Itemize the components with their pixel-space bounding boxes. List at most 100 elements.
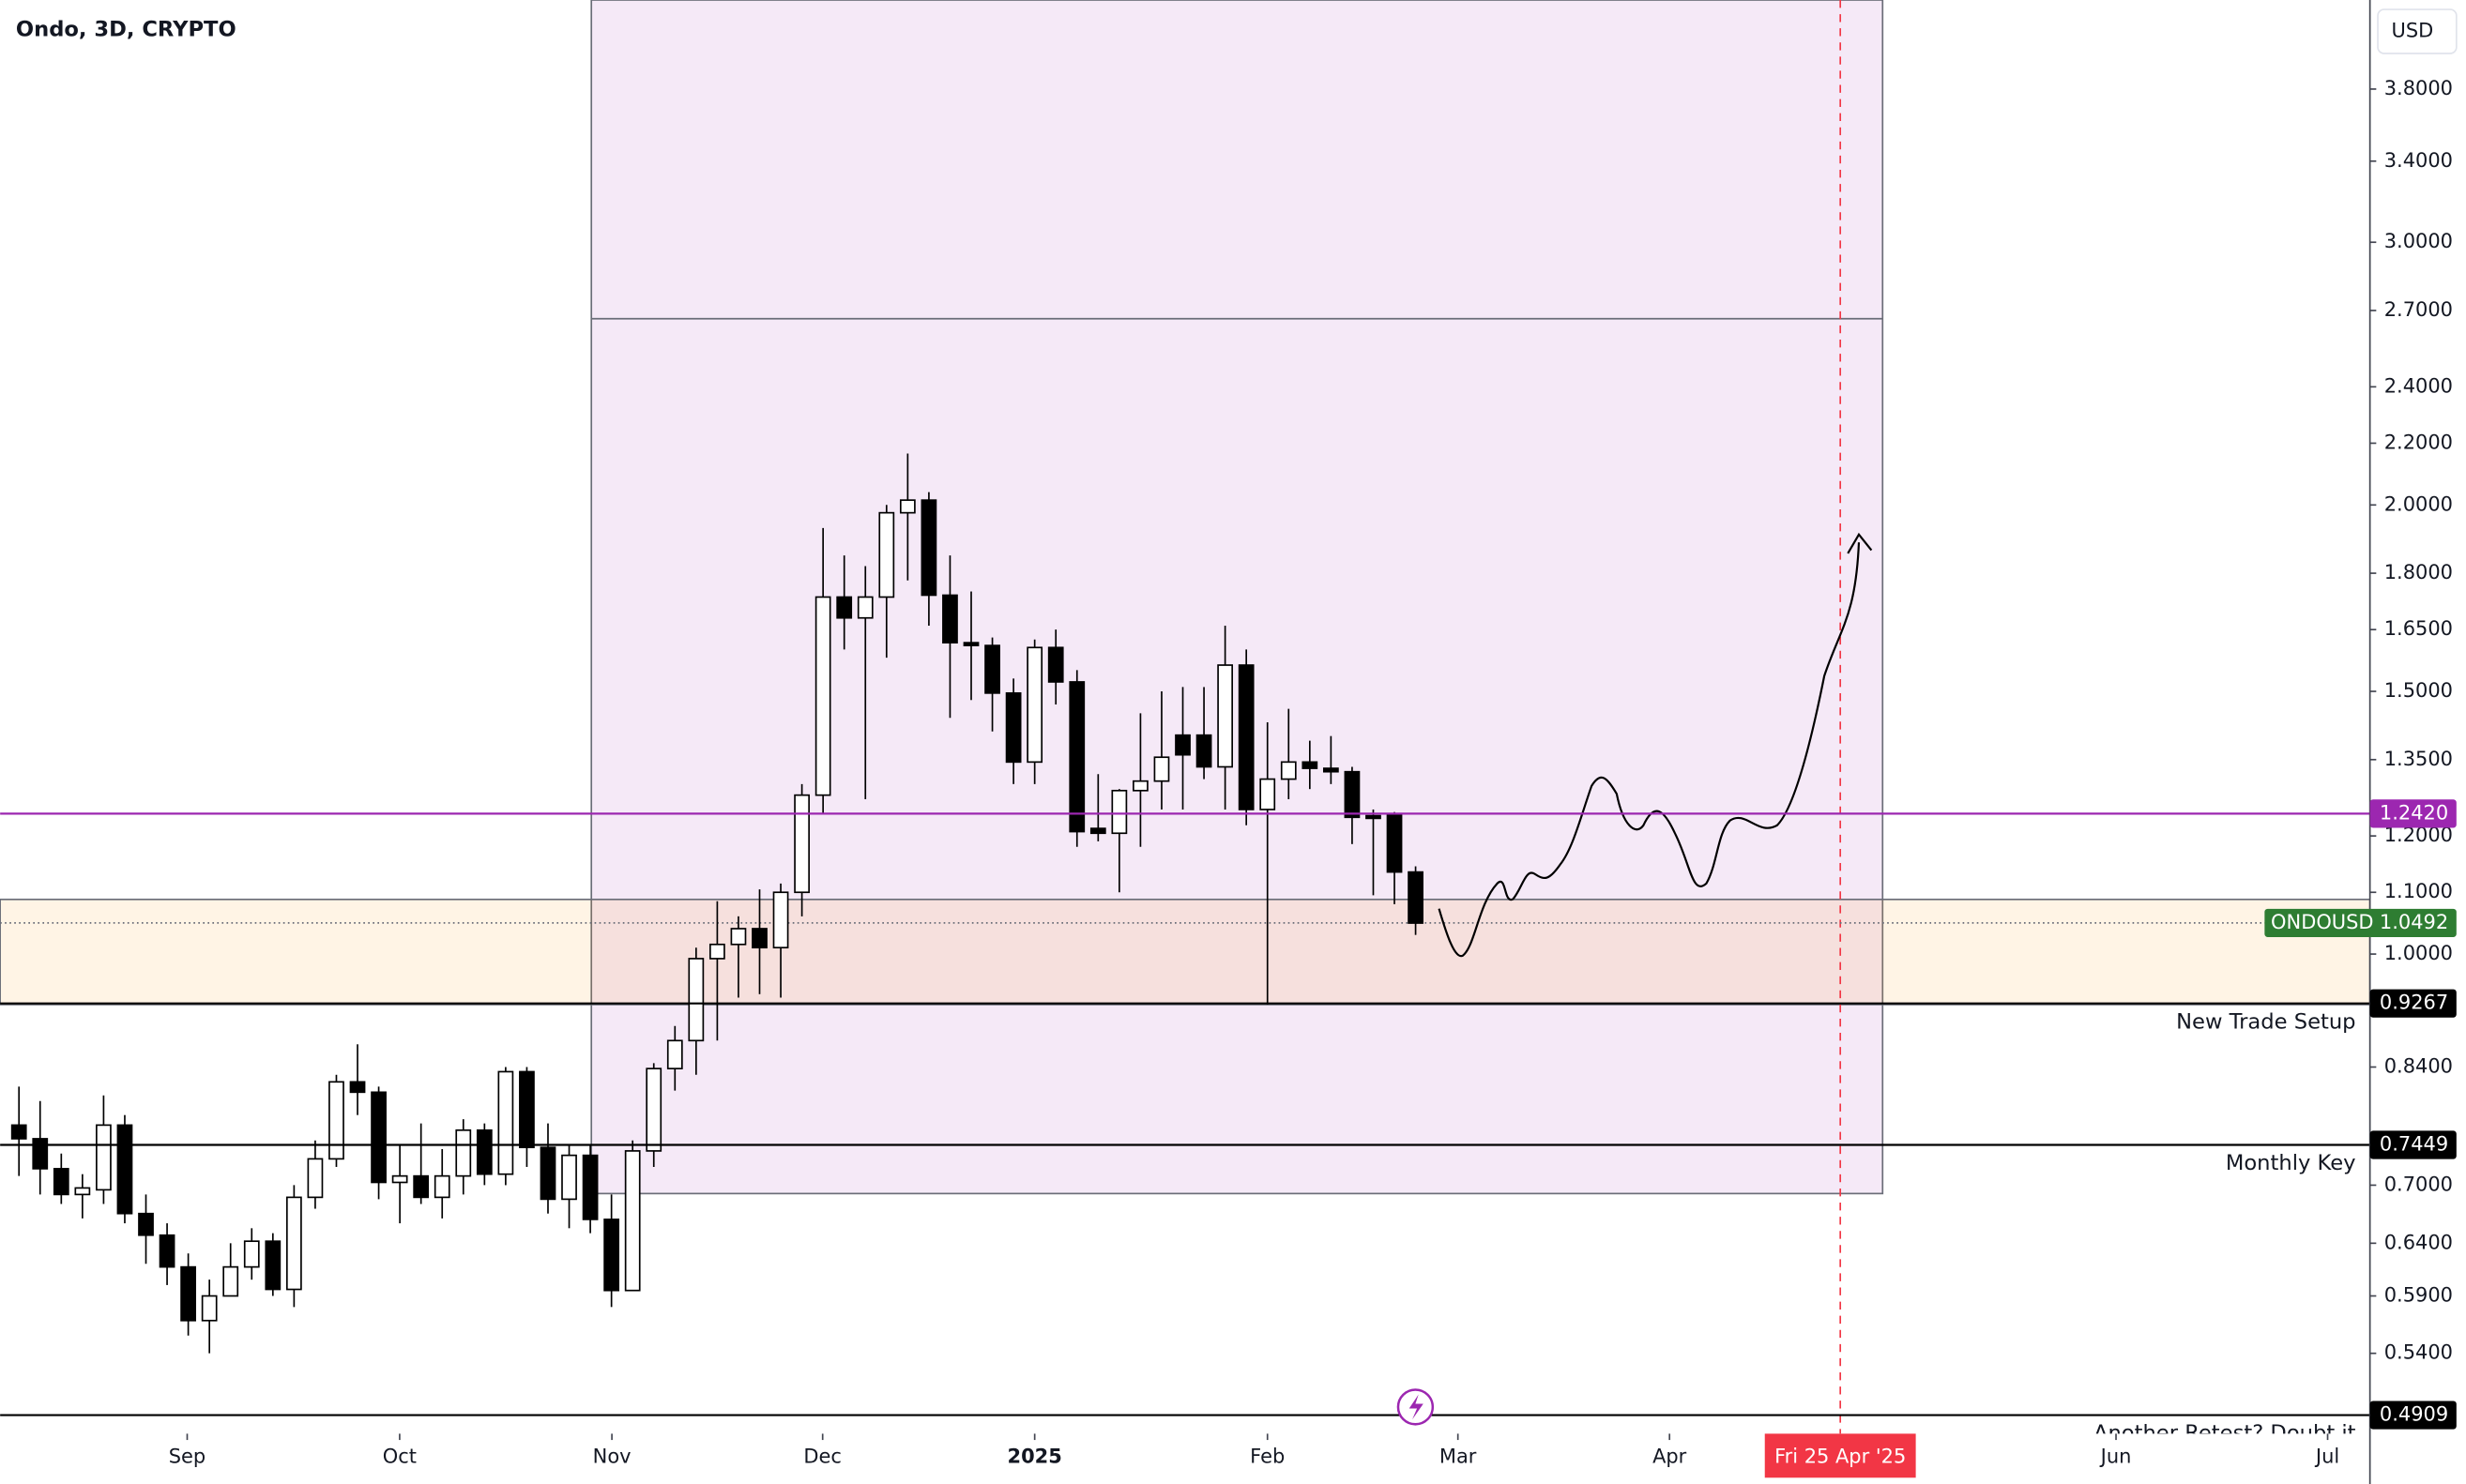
x-tick-label: Jun bbox=[2099, 1446, 2132, 1468]
candle-body bbox=[96, 1124, 112, 1191]
candle-body bbox=[497, 1070, 514, 1175]
candle-body bbox=[1175, 734, 1191, 756]
candle-body bbox=[1005, 692, 1022, 764]
y-tick-label: 0.5400 bbox=[2384, 1341, 2453, 1364]
candles bbox=[10, 453, 1423, 1354]
y-tick-label: 1.6500 bbox=[2384, 617, 2453, 640]
candle-body bbox=[984, 644, 1000, 694]
candle-body bbox=[1365, 814, 1381, 820]
candle-body bbox=[243, 1240, 260, 1268]
candle-body bbox=[899, 499, 916, 514]
y-tick-label: 1.1000 bbox=[2384, 880, 2453, 902]
y-tick-label: 1.3500 bbox=[2384, 748, 2453, 770]
projection-path bbox=[1438, 542, 1861, 958]
candle-body bbox=[646, 1068, 662, 1152]
candle-body bbox=[582, 1154, 599, 1220]
y-tick-label: 3.8000 bbox=[2384, 77, 2453, 99]
y-tick-label: 0.6400 bbox=[2384, 1231, 2453, 1253]
candle-body bbox=[921, 499, 937, 597]
cursor-label: Fri 25 Apr '25 bbox=[1774, 1446, 1906, 1468]
candle-body bbox=[391, 1174, 408, 1184]
candle-body bbox=[455, 1128, 472, 1177]
candle-body bbox=[814, 596, 831, 796]
candle-body bbox=[1259, 778, 1276, 810]
candle-body bbox=[836, 596, 853, 619]
level-text: New Trade Setup bbox=[2176, 1009, 2355, 1034]
candle-body bbox=[285, 1196, 302, 1291]
candle-body bbox=[328, 1081, 344, 1160]
drawings-back bbox=[0, 0, 2371, 1434]
candle-body bbox=[1195, 734, 1212, 768]
level-axis-label: 0.9267 bbox=[2380, 992, 2448, 1014]
candle-body bbox=[1322, 767, 1339, 773]
candle-body bbox=[180, 1265, 196, 1322]
candle-body bbox=[1217, 664, 1234, 768]
price-axis bbox=[2369, 0, 2466, 1484]
level-axis-label: 1.2420 bbox=[2380, 801, 2448, 824]
candle-body bbox=[349, 1081, 366, 1094]
x-tick-label: Jul bbox=[2314, 1446, 2339, 1468]
level-axis-box bbox=[2369, 1130, 2457, 1159]
price-tag-box bbox=[2264, 908, 2457, 937]
candle-body bbox=[1027, 646, 1043, 764]
candle-body bbox=[32, 1138, 49, 1170]
level-axis-box bbox=[2369, 989, 2457, 1018]
candle-body bbox=[371, 1091, 387, 1184]
candle-body bbox=[10, 1124, 27, 1140]
candle-body bbox=[857, 596, 874, 619]
candle-body bbox=[116, 1124, 133, 1215]
candle-body bbox=[963, 642, 980, 646]
currency-button[interactable] bbox=[2377, 8, 2458, 54]
candle-body bbox=[603, 1219, 620, 1292]
candle-body bbox=[624, 1150, 641, 1292]
candle-body bbox=[159, 1234, 175, 1268]
y-tick-label: 1.5000 bbox=[2384, 679, 2453, 702]
candle-body bbox=[540, 1146, 556, 1201]
candle-body bbox=[1408, 871, 1423, 924]
y-tick-label: 1.8000 bbox=[2384, 561, 2453, 583]
candle-body bbox=[1069, 681, 1086, 833]
x-tick-label: 2025 bbox=[1008, 1446, 1062, 1468]
candle-body bbox=[201, 1295, 218, 1322]
x-tick-label: Feb bbox=[1250, 1446, 1285, 1468]
candle-body bbox=[138, 1212, 154, 1236]
y-tick-label: 2.2000 bbox=[2384, 431, 2453, 453]
level-axis-label: 0.4909 bbox=[2380, 1403, 2448, 1426]
candle-body bbox=[1111, 789, 1128, 835]
range-box bbox=[590, 0, 1884, 1195]
candle-body bbox=[1302, 761, 1318, 769]
axes: 3.8000 3.4000 3.0000 2.7000 2.4000 2.2000 2.00… bbox=[169, 77, 2457, 1478]
price-tag-value: 1.0492 bbox=[2380, 911, 2448, 933]
y-tick-label: 3.0000 bbox=[2384, 230, 2453, 252]
candle-body bbox=[413, 1174, 430, 1199]
projection-arrow bbox=[1847, 532, 1873, 554]
candle-body bbox=[519, 1070, 535, 1149]
x-tick-label: Oct bbox=[383, 1446, 417, 1468]
x-tick-label: Nov bbox=[593, 1446, 632, 1468]
candle-body bbox=[222, 1265, 239, 1297]
candle-body bbox=[561, 1154, 577, 1201]
candle-body bbox=[53, 1168, 69, 1196]
candle-body bbox=[476, 1128, 493, 1175]
events-bolt bbox=[1408, 1394, 1423, 1420]
candle-body bbox=[1133, 780, 1149, 792]
candle-body bbox=[942, 594, 958, 644]
y-tick-label: 2.0000 bbox=[2384, 492, 2453, 515]
chart-title: Ondo, 3D, CRYPTO bbox=[16, 17, 236, 41]
x-tick-label: Mar bbox=[1439, 1446, 1477, 1468]
candle-body bbox=[794, 794, 810, 894]
currency-label[interactable]: USD bbox=[2392, 20, 2434, 42]
candle-body bbox=[1280, 761, 1297, 780]
y-tick-label: 3.4000 bbox=[2384, 149, 2453, 172]
candle-body bbox=[878, 511, 895, 598]
y-tick-label: 2.7000 bbox=[2384, 298, 2453, 321]
candle-body bbox=[307, 1158, 324, 1199]
y-tick-label: 2.4000 bbox=[2384, 374, 2453, 397]
x-tick-label: Apr bbox=[1652, 1446, 1687, 1468]
y-tick-label: 1.0000 bbox=[2384, 942, 2453, 964]
level-text: Monthly Key bbox=[2226, 1151, 2356, 1175]
candle-body bbox=[688, 958, 705, 1042]
